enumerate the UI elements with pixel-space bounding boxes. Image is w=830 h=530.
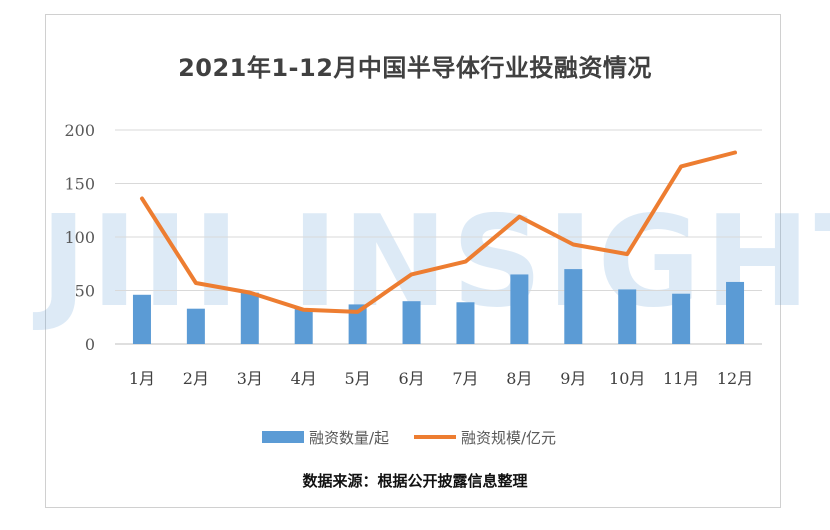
bar [726, 281, 745, 344]
x-tick-labels: 1月 2月 3月 4月 5月 6月 7月 8月 9月 10月 11月 12月 [129, 369, 753, 388]
x-tick-label: 4月 [291, 369, 317, 388]
x-tick-label: 3月 [237, 369, 263, 388]
y-tick-label: 50 [75, 282, 95, 301]
bar [132, 294, 151, 344]
legend-swatch-bar [262, 431, 304, 443]
x-tick-label: 11月 [663, 369, 699, 388]
x-tick-label: 9月 [560, 369, 586, 388]
line-series [140, 150, 737, 314]
series-line [140, 150, 737, 314]
x-tick-label: 8月 [506, 369, 532, 388]
legend-label-bar: 融资数量/起 [309, 429, 389, 447]
y-tick-labels: 0 50 100 150 200 [64, 121, 95, 354]
x-tick-label: 10月 [609, 369, 645, 388]
bar [618, 289, 637, 344]
x-tick-label: 6月 [398, 369, 424, 388]
y-tick-label: 150 [64, 175, 95, 194]
bar [186, 308, 205, 344]
chart-frame [45, 14, 781, 508]
bar [510, 274, 529, 344]
x-tick-label: 1月 [129, 369, 155, 388]
gridlines [115, 129, 762, 345]
x-tick-label: 7月 [452, 369, 478, 388]
chart-title: 2021年1-12月中国半导体行业投融资情况 [178, 54, 652, 82]
bar [294, 308, 313, 344]
legend: 融资数量/起 融资规模/亿元 [262, 429, 556, 447]
y-tick-label: 100 [64, 228, 95, 247]
bar [564, 269, 583, 344]
bar [348, 304, 367, 344]
bar [672, 293, 691, 344]
x-tick-label: 2月 [183, 369, 209, 388]
x-tick-label: 5月 [345, 369, 371, 388]
legend-label-line: 融资规模/亿元 [461, 429, 556, 447]
bar [240, 292, 259, 344]
y-tick-label: 200 [64, 121, 95, 140]
bar-series [132, 269, 745, 344]
y-tick-label: 0 [85, 335, 95, 354]
bar [402, 301, 421, 344]
bar [456, 302, 475, 344]
source-note: 数据来源：根据公开披露信息整理 [302, 472, 528, 490]
x-tick-label: 12月 [717, 369, 753, 388]
